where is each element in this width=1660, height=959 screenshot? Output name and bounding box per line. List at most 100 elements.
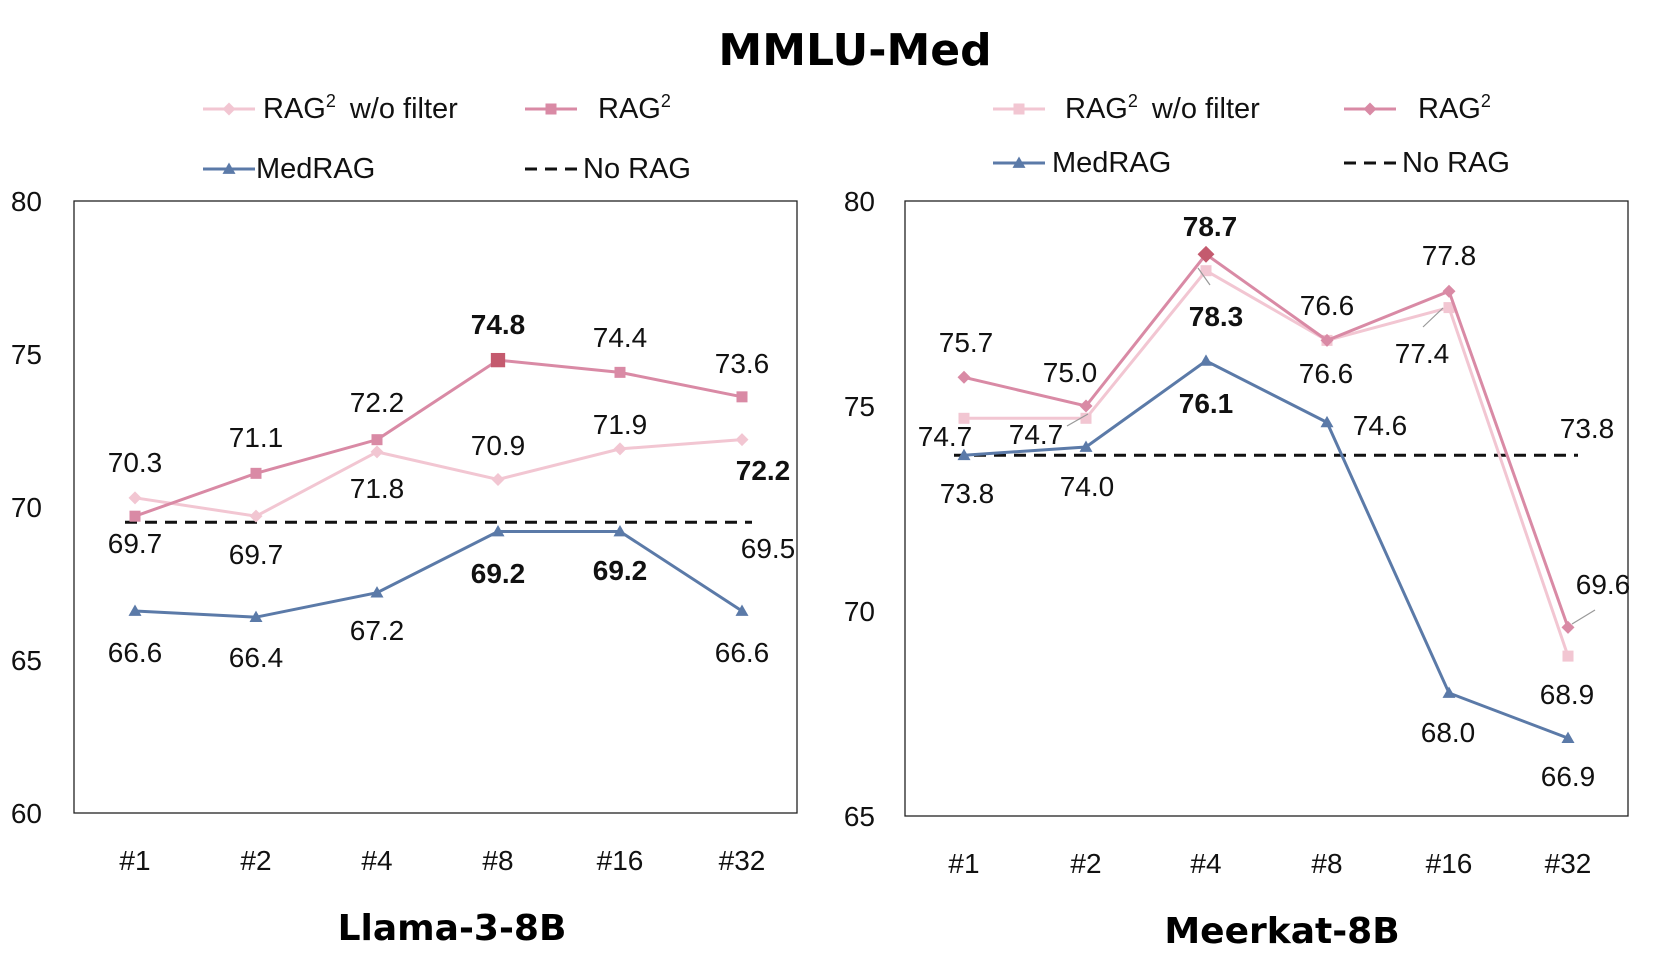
- point-medrag: [1079, 440, 1093, 452]
- x-tick-label: #8: [1311, 848, 1342, 879]
- data-label-wofilter: 69.7: [229, 539, 284, 570]
- data-label-wofilter: 70.3: [108, 447, 163, 478]
- legend-marker-medrag: [1012, 156, 1026, 168]
- legend-marker-wofilter: [222, 102, 236, 116]
- point-medrag: [957, 448, 971, 461]
- point-wofilter: [370, 445, 384, 459]
- leader-line: [1197, 267, 1211, 286]
- point-wofilter: [1200, 265, 1212, 277]
- x-tick-label: #2: [240, 845, 271, 876]
- data-label-wofilter: 78.3: [1189, 301, 1244, 332]
- y-tick-label: 65: [844, 801, 875, 832]
- data-label-no-rag: 73.8: [1560, 413, 1615, 444]
- data-label-wofilter: 68.9: [1540, 679, 1595, 710]
- data-label-wofilter: 71.9: [593, 409, 648, 440]
- data-label-rag2: 71.1: [229, 422, 284, 453]
- data-label-wofilter: 71.8: [350, 473, 405, 504]
- data-label-medrag: 66.6: [715, 637, 770, 668]
- data-label-medrag: 69.2: [593, 555, 648, 586]
- data-label-medrag: 74.0: [1060, 471, 1115, 502]
- point-medrag: [491, 524, 505, 537]
- point-wofilter: [1443, 302, 1455, 314]
- x-tick-label: #1: [948, 848, 979, 879]
- point-rag2: [129, 510, 141, 522]
- point-wofilter: [958, 412, 970, 424]
- point-rag2: [957, 370, 971, 384]
- point-rag2: [371, 434, 383, 446]
- legend-label-medrag: MedRAG: [256, 153, 375, 185]
- point-medrag: [1561, 731, 1575, 743]
- x-tick-label: #4: [361, 845, 392, 876]
- data-label-rag2: 74.8: [471, 309, 526, 340]
- data-label-rag2: 74.4: [593, 322, 648, 353]
- y-tick-label: 80: [844, 186, 875, 217]
- series-line-rag2: [134, 358, 743, 518]
- legend-label-norag: No RAG: [1402, 147, 1510, 179]
- point-rag2: [1442, 284, 1456, 298]
- legend-marker-rag2: [1363, 102, 1377, 116]
- legend-label-medrag: MedRAG: [1052, 147, 1171, 179]
- point-rag2: [1320, 333, 1334, 347]
- point-rag2: [1197, 245, 1215, 263]
- point-wofilter: [128, 491, 142, 505]
- data-label-rag2: 69.6: [1576, 569, 1631, 600]
- data-label-rag2: 73.6: [715, 348, 770, 379]
- point-rag2: [1079, 399, 1093, 413]
- y-tick-label: 80: [11, 186, 42, 217]
- chart-title: Meerkat-8B: [1164, 911, 1399, 952]
- data-label-wofilter: 77.4: [1395, 338, 1450, 369]
- x-tick-label: #1: [119, 845, 150, 876]
- y-tick-label: 65: [11, 645, 42, 676]
- x-tick-label: #32: [719, 845, 766, 876]
- point-medrag: [1320, 415, 1334, 428]
- point-medrag: [249, 610, 263, 623]
- y-tick-label: 75: [11, 339, 42, 370]
- chart-meerkat-8b: 65 70 75 80 #1 #2 #4 #8 #16 #32 Meerkat-8B 73.8 74.7…: [844, 91, 1630, 952]
- y-tick-label: 70: [844, 596, 875, 627]
- x-tick-label: #2: [1070, 848, 1101, 879]
- point-wofilter: [613, 442, 627, 456]
- y-tick-label: 60: [11, 798, 42, 829]
- x-tick-label: #8: [482, 845, 513, 876]
- point-wofilter: [1080, 412, 1092, 424]
- point-wofilter: [1562, 650, 1574, 662]
- leader-line: [1066, 413, 1089, 427]
- data-label-wofilter: 72.2: [736, 455, 791, 486]
- point-rag2: [250, 467, 262, 479]
- point-wofilter: [735, 433, 749, 447]
- y-tick-label: 70: [11, 492, 42, 523]
- legend-label-wofilter: RAG2 w/o filter: [263, 91, 458, 125]
- chart-llama-3-8b: 60 65 70 75 80 #1 #2 #4 #8 #16 #32 Llama-3-8B 69.5 70…: [11, 91, 798, 949]
- point-rag2: [614, 366, 626, 378]
- point-medrag: [735, 604, 749, 616]
- plot-area: [73, 200, 798, 814]
- legend-label-wofilter: RAG2 w/o filter: [1065, 91, 1260, 125]
- point-rag2: [1561, 620, 1575, 634]
- data-label-wofilter: 76.6: [1299, 358, 1354, 389]
- data-label-rag2: 69.7: [108, 528, 163, 559]
- data-label-wofilter: 74.7: [918, 421, 973, 452]
- x-tick-label: #16: [1426, 848, 1473, 879]
- data-label-rag2: 75.0: [1043, 357, 1098, 388]
- plot-area: [904, 200, 1629, 817]
- data-label-rag2: 72.2: [350, 387, 405, 418]
- legend-marker-rag2: [545, 103, 557, 115]
- data-label-rag2: 77.8: [1422, 240, 1477, 271]
- data-label-rag2: 78.7: [1183, 211, 1238, 242]
- chart-title: Llama-3-8B: [338, 908, 567, 949]
- legend-label-norag: No RAG: [583, 153, 691, 185]
- leader-line: [1571, 609, 1596, 625]
- point-medrag: [370, 586, 384, 598]
- x-tick-label: #16: [597, 845, 644, 876]
- leader-line: [1422, 307, 1444, 328]
- point-medrag: [1442, 686, 1456, 698]
- data-label-medrag: 66.9: [1541, 761, 1596, 792]
- x-tick-label: #32: [1545, 848, 1592, 879]
- series-line-wofilter: [134, 438, 743, 518]
- data-label-medrag: 69.2: [471, 558, 526, 589]
- legend-label-rag2: RAG2: [598, 91, 671, 125]
- data-label-medrag: 73.8: [940, 478, 995, 509]
- data-label-medrag: 66.4: [229, 642, 284, 673]
- y-tick-label: 75: [844, 391, 875, 422]
